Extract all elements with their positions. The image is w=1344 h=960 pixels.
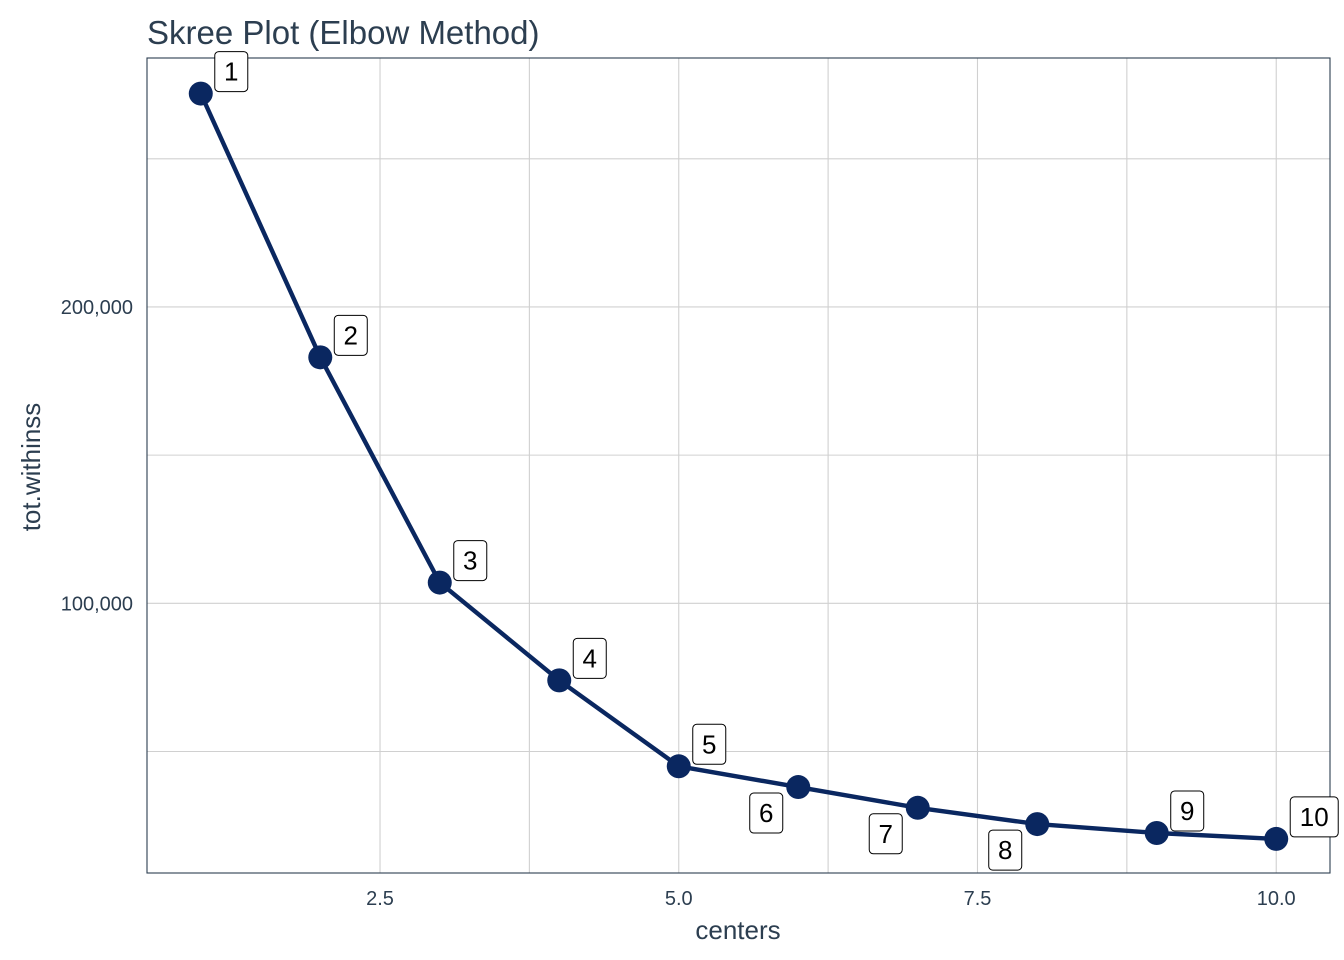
label-box bbox=[453, 540, 488, 582]
point-label-7: 7 bbox=[868, 813, 903, 855]
x-tick-label: 7.5 bbox=[964, 888, 992, 910]
label-text: 6 bbox=[759, 798, 773, 828]
y-axis-title: tot.withinss bbox=[16, 403, 46, 532]
grid-lines bbox=[147, 58, 1330, 873]
point-label-8: 8 bbox=[988, 829, 1023, 871]
label-box bbox=[572, 637, 607, 679]
x-tick-label: 10.0 bbox=[1257, 888, 1296, 910]
y-tick-label: 200,000 bbox=[61, 297, 133, 319]
data-point-5 bbox=[666, 754, 691, 779]
label-box bbox=[868, 813, 903, 855]
x-axis-title: centers bbox=[695, 915, 780, 945]
label-text: 1 bbox=[224, 57, 238, 87]
data-points bbox=[188, 81, 1289, 851]
label-text: 5 bbox=[702, 729, 716, 759]
point-label-10: 10 bbox=[1289, 796, 1339, 838]
data-point-2 bbox=[308, 345, 333, 370]
chart-title: Skree Plot (Elbow Method) bbox=[147, 14, 540, 51]
label-text: 3 bbox=[463, 546, 477, 576]
label-box bbox=[988, 829, 1023, 871]
x-tick-label: 2.5 bbox=[366, 888, 394, 910]
y-tick-label: 100,000 bbox=[61, 593, 133, 615]
data-point-6 bbox=[786, 775, 811, 800]
point-label-9: 9 bbox=[1170, 790, 1205, 832]
point-label-4: 4 bbox=[572, 637, 607, 679]
point-label-2: 2 bbox=[333, 314, 368, 356]
data-point-4 bbox=[547, 668, 572, 693]
point-label-3: 3 bbox=[453, 540, 488, 582]
data-point-8 bbox=[1025, 812, 1050, 837]
x-axis: 2.5 5.0 7.5 10.0 bbox=[366, 888, 1296, 910]
label-text: 4 bbox=[583, 643, 597, 673]
data-point-9 bbox=[1144, 820, 1169, 845]
data-point-3 bbox=[427, 570, 452, 595]
data-point-10 bbox=[1264, 826, 1289, 851]
label-box bbox=[1289, 796, 1339, 838]
label-box bbox=[692, 723, 727, 765]
point-label-6: 6 bbox=[749, 792, 784, 834]
label-text: 2 bbox=[344, 320, 358, 350]
point-labels: 1 2 3 4 5 6 7 8 9 10 bbox=[214, 51, 1339, 871]
label-text: 7 bbox=[879, 819, 893, 849]
label-box bbox=[333, 314, 368, 356]
point-label-5: 5 bbox=[692, 723, 727, 765]
label-box bbox=[749, 792, 784, 834]
point-label-1: 1 bbox=[214, 51, 249, 93]
label-text: 9 bbox=[1180, 796, 1194, 826]
panel-border bbox=[146, 57, 1331, 874]
data-point-1 bbox=[188, 81, 213, 106]
label-box bbox=[214, 51, 249, 93]
label-box bbox=[1170, 790, 1205, 832]
data-point-7 bbox=[905, 795, 930, 820]
label-text: 10 bbox=[1300, 802, 1329, 832]
y-axis: 100,000 200,000 bbox=[61, 297, 133, 615]
label-text: 8 bbox=[998, 835, 1012, 865]
x-tick-label: 5.0 bbox=[665, 888, 693, 910]
series-line bbox=[198, 92, 1277, 842]
